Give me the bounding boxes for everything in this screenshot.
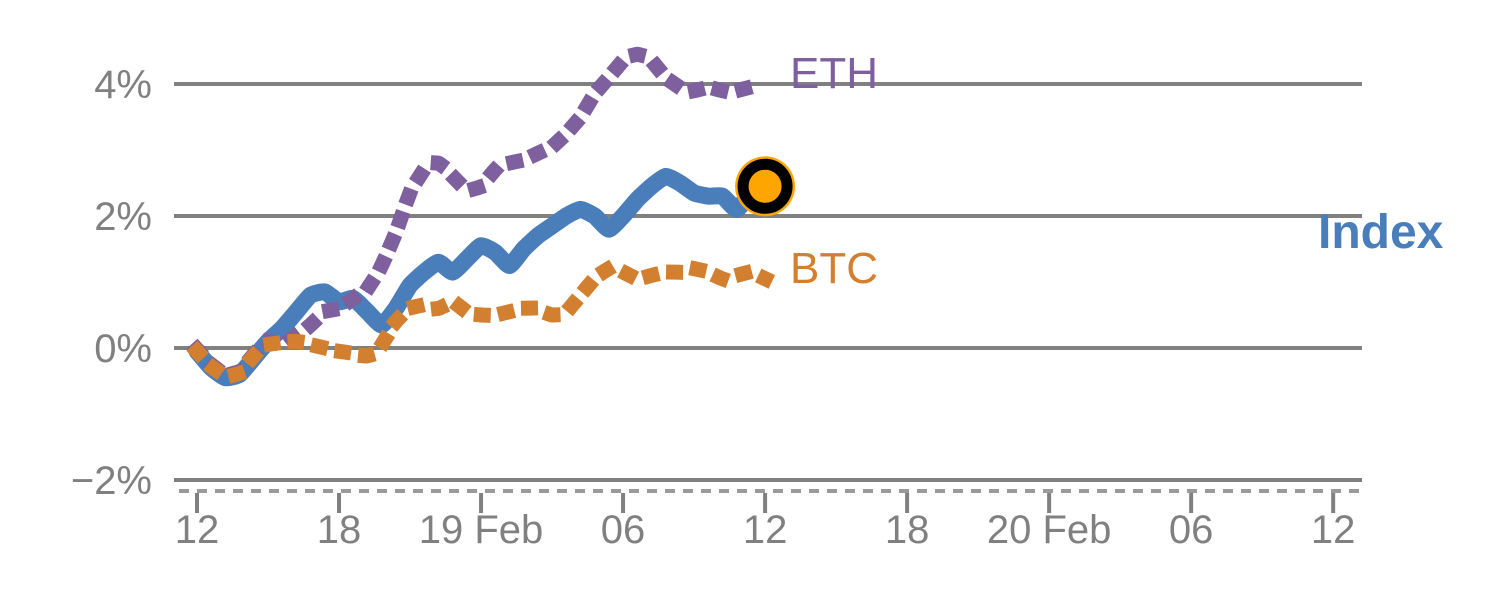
series-label-index: Index bbox=[1318, 206, 1444, 259]
x-axis-tick-labels: 12 18 19 Feb 06 12 18 20 Feb 06 12 bbox=[175, 508, 1356, 552]
series-label-eth: ETH bbox=[790, 49, 878, 98]
x-axis-label: 06 bbox=[1169, 508, 1214, 552]
series-inline-labels: ETH BTC Index bbox=[790, 49, 1444, 293]
forecast-band-path bbox=[765, 153, 1345, 208]
series-label-btc: BTC bbox=[790, 244, 878, 293]
forecast-band-index bbox=[765, 153, 1345, 208]
x-axis-label: 18 bbox=[317, 508, 362, 552]
x-axis-label: 18 bbox=[885, 508, 930, 552]
y-axis-label: 4% bbox=[94, 63, 152, 107]
series-lines bbox=[186, 46, 776, 387]
marker-ring[interactable] bbox=[737, 158, 793, 214]
y-axis-tick-labels: 4% 2% 0% −2% bbox=[71, 63, 152, 503]
x-axis-label: 12 bbox=[743, 508, 788, 552]
x-axis-label: 19 Feb bbox=[419, 508, 544, 552]
gridlines bbox=[174, 82, 1362, 482]
series-path-btc bbox=[186, 261, 776, 384]
x-axis-tickmarks bbox=[195, 493, 1336, 513]
y-axis-label: 2% bbox=[94, 195, 152, 239]
current-value-marker[interactable] bbox=[735, 156, 796, 217]
x-axis-label: 06 bbox=[601, 508, 646, 552]
x-axis-label: 20 Feb bbox=[987, 508, 1112, 552]
x-axis-label: 12 bbox=[1311, 508, 1356, 552]
x-axis-label: 12 bbox=[175, 508, 220, 552]
series-path-index bbox=[188, 167, 774, 387]
y-axis-label: 0% bbox=[94, 327, 152, 371]
y-axis-label: −2% bbox=[71, 459, 152, 503]
